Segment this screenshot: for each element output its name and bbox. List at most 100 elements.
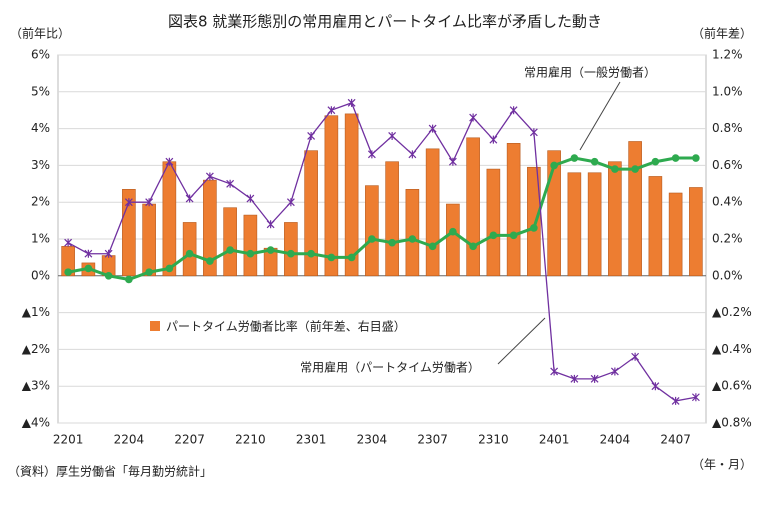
point <box>84 249 93 258</box>
y2-tick-label: ▲0.2% <box>712 305 752 319</box>
leader-line <box>497 317 546 365</box>
point <box>408 150 417 159</box>
x-tick-label: 2407 <box>660 433 691 447</box>
x-axis-label: （年・月） <box>692 458 752 472</box>
legend-label: パートタイム労働者比率（前年差、右目盛） <box>166 319 406 334</box>
point <box>671 396 680 405</box>
legend-label: 常用雇用（一般労働者） <box>524 65 656 80</box>
bar <box>648 176 663 277</box>
point <box>185 194 194 203</box>
y-tick-label: 6% <box>31 48 50 62</box>
point <box>570 154 579 162</box>
point <box>509 231 518 240</box>
y2-tick-label: ▲0.6% <box>712 379 752 393</box>
point <box>428 124 437 133</box>
point <box>286 198 295 207</box>
x-tick-label: 2401 <box>539 433 570 447</box>
y-tick-label: 0% <box>31 268 50 282</box>
y2-tick-label: 0.8% <box>712 121 743 135</box>
point <box>570 374 579 383</box>
y-tick-label: ▲3% <box>22 379 50 393</box>
x-tick-label: 2204 <box>114 433 145 447</box>
y2-tick-label: 0.0% <box>712 268 743 282</box>
point <box>408 235 417 243</box>
bar <box>567 172 582 277</box>
bar <box>344 113 359 277</box>
point <box>84 264 93 273</box>
bar <box>628 141 642 277</box>
point <box>266 220 275 229</box>
bar <box>689 187 703 277</box>
point <box>145 198 154 207</box>
x-tick-label: 2404 <box>600 433 631 447</box>
point <box>347 98 356 107</box>
source: （資料）厚生労働省「毎月勤労統計」 <box>8 464 212 479</box>
point <box>367 150 376 159</box>
bar <box>446 203 460 277</box>
x-tick-label: 2310 <box>478 433 509 447</box>
point <box>206 257 214 265</box>
point <box>307 131 316 140</box>
bar <box>506 143 521 277</box>
point <box>104 249 113 258</box>
bar <box>405 189 420 277</box>
point <box>550 161 558 170</box>
bar <box>547 150 561 277</box>
bar <box>486 168 501 277</box>
point <box>692 154 700 162</box>
point <box>165 157 174 166</box>
point <box>671 154 680 162</box>
point <box>448 157 457 166</box>
point <box>651 382 660 391</box>
legend-label: 常用雇用（パートタイム労働者） <box>300 360 480 375</box>
point <box>185 249 194 258</box>
point <box>489 135 498 144</box>
x-tick-label: 2304 <box>357 433 388 447</box>
y-tick-label: ▲2% <box>22 342 50 356</box>
point <box>64 238 73 247</box>
chart-title: 図表8 就業形態別の常用雇用とパートタイム比率が矛盾した動き <box>168 13 602 31</box>
bar <box>668 192 683 277</box>
point <box>550 367 559 376</box>
point <box>125 275 133 284</box>
y-tick-label: 2% <box>31 195 50 209</box>
bar <box>304 150 318 277</box>
bar <box>587 172 602 277</box>
point <box>590 157 599 166</box>
bar <box>466 137 480 277</box>
point <box>104 272 113 280</box>
point <box>327 106 336 115</box>
bar <box>142 203 156 277</box>
point <box>631 165 639 173</box>
point <box>610 367 619 376</box>
y2-tick-label: 1.0% <box>712 84 743 98</box>
y-tick-label: 4% <box>31 121 50 135</box>
bar <box>324 115 339 277</box>
point <box>368 235 376 243</box>
point <box>205 172 214 181</box>
point <box>64 268 72 276</box>
point <box>449 227 457 236</box>
bar <box>284 222 298 277</box>
point <box>611 165 619 173</box>
x-tick-label: 2201 <box>53 433 84 447</box>
y-tick-label: 5% <box>31 84 50 98</box>
bar <box>608 161 622 277</box>
point <box>165 264 174 273</box>
point <box>347 253 356 262</box>
point <box>388 238 396 247</box>
point <box>307 249 315 258</box>
line <box>67 102 696 402</box>
point <box>388 131 397 140</box>
point <box>529 128 538 137</box>
bar <box>223 207 237 277</box>
y-tick-label: 3% <box>31 158 50 172</box>
y2-tick-label: 1.2% <box>712 48 743 62</box>
x-tick-label: 2210 <box>235 433 266 447</box>
point <box>266 246 275 254</box>
bar <box>162 161 177 277</box>
point <box>226 246 234 254</box>
bar <box>365 185 379 277</box>
bar <box>385 161 399 277</box>
